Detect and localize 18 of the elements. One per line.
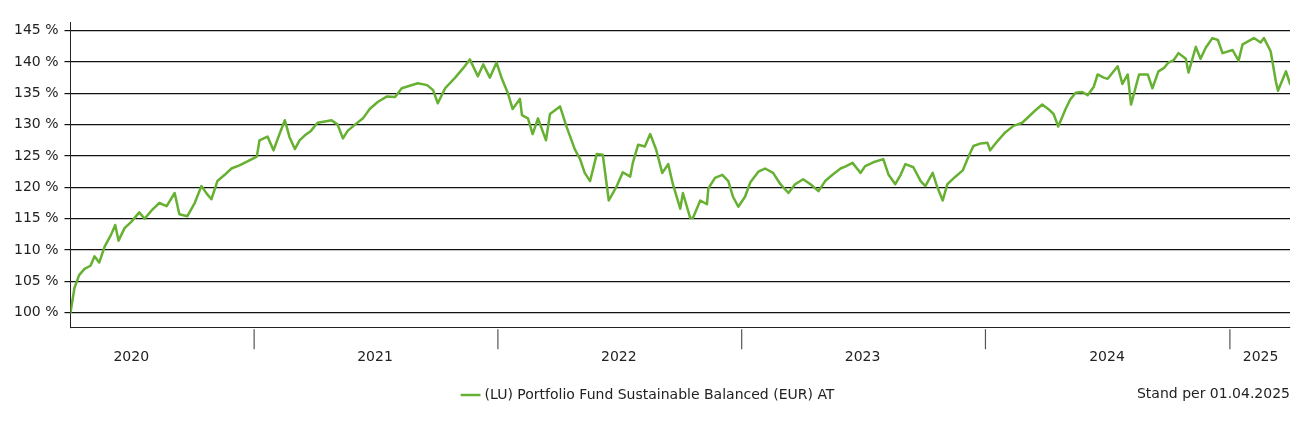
text: Stand per 01.04.2025 (1136, 384, 1290, 401)
y-tick-label: 135 % (13, 83, 59, 100)
y-tick-label: 120 % (13, 177, 59, 194)
legend-label: (LU) Portfolio Fund Sustainable Balanced (EUR) AT (484, 385, 835, 402)
y-tick-label: 130 % (13, 115, 59, 132)
y-tick-label: 145 % (13, 21, 59, 38)
y-tick-label: 100 % (13, 303, 59, 320)
y-tick-label: 125 % (13, 146, 59, 163)
x-tick-label: 2024 (1089, 348, 1125, 365)
x-tick-label: 2022 (600, 348, 637, 365)
y-tick-label: 115 % (13, 209, 59, 226)
x-tick-label: 2020 (113, 348, 150, 365)
x-tick-label: 2023 (844, 348, 881, 365)
x-tick-label: 2021 (357, 348, 393, 365)
y-tick-label: 110 % (13, 240, 59, 257)
y-tick-label: 105 % (13, 272, 59, 289)
x-tick-label: 2025 (1242, 348, 1279, 365)
y-tick-label: 140 % (13, 52, 59, 69)
